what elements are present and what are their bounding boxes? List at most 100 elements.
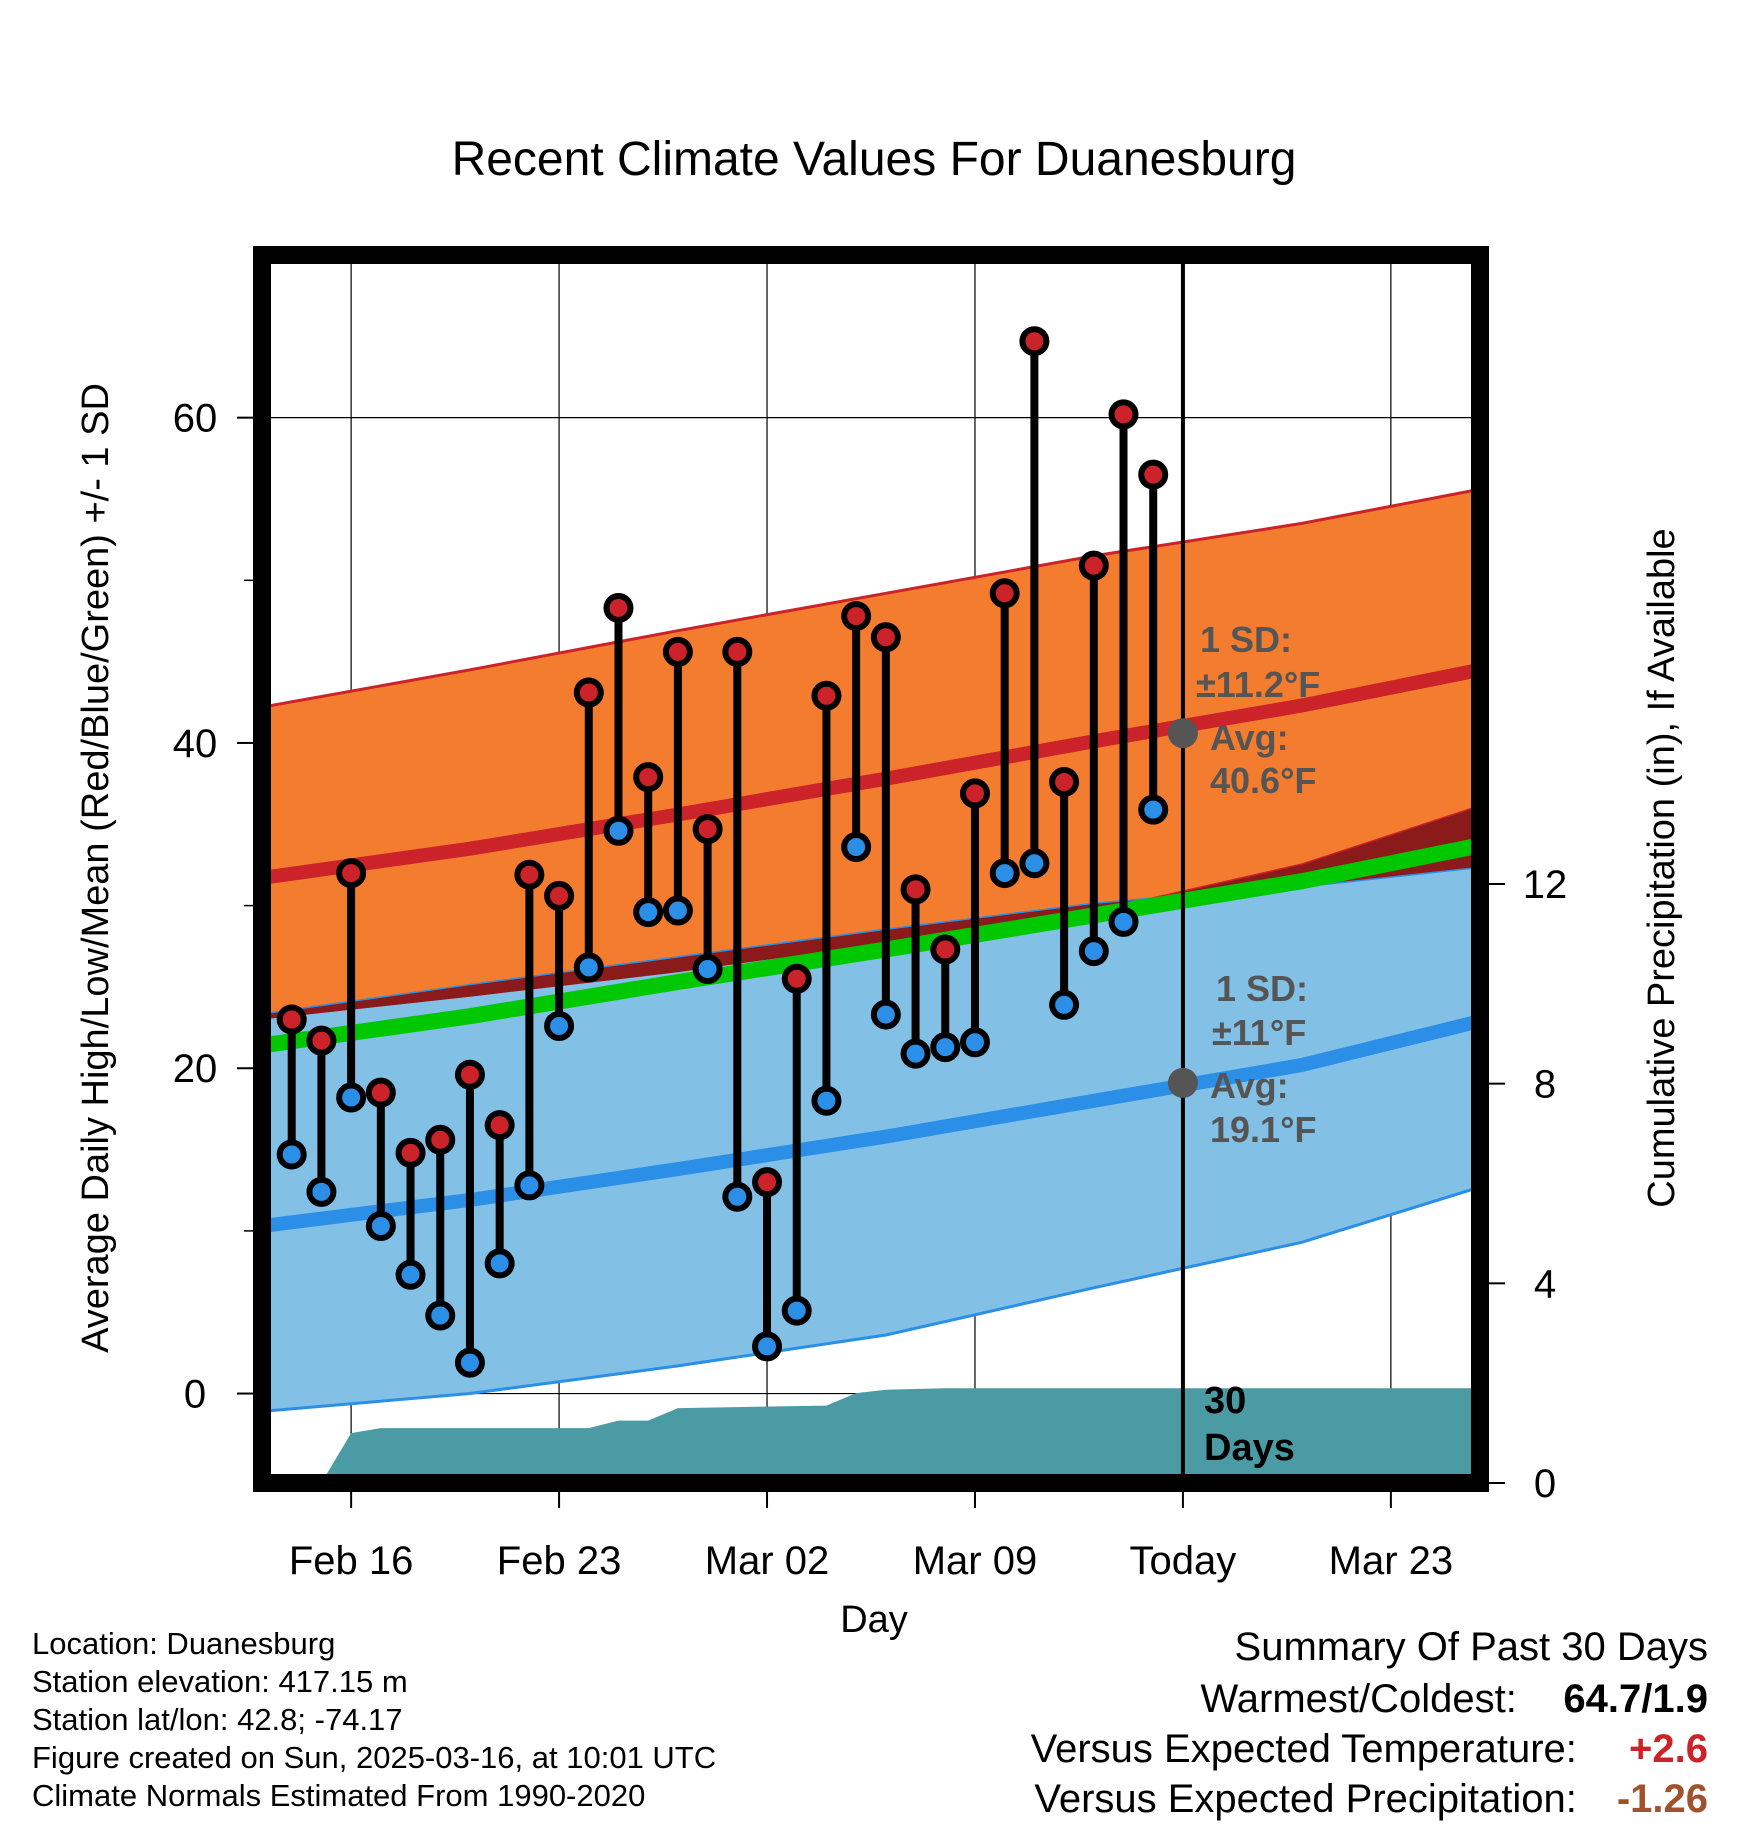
low-point — [1138, 794, 1169, 825]
high-point — [692, 814, 723, 845]
high-sd-label: 1 SD: — [1200, 619, 1292, 660]
y2-tick-label: 12 — [1523, 863, 1568, 907]
days-label: Days — [1204, 1427, 1295, 1469]
high-point — [484, 1110, 515, 1141]
precip-area — [291, 1388, 1480, 1483]
high-point — [811, 680, 842, 711]
warm-cold-label: Warmest/Coldest: — [1200, 1677, 1517, 1721]
low-point — [454, 1347, 485, 1378]
temp-label: Versus Expected Temperature: — [1030, 1727, 1577, 1771]
x-tick-label: Feb 23 — [497, 1539, 622, 1583]
high-point — [395, 1137, 426, 1168]
high-point — [1138, 459, 1169, 490]
high-point — [603, 592, 634, 623]
y-axis-label: Average Daily High/Low/Mean (Red/Blue/Gr… — [75, 383, 117, 1353]
warm-cold-value: 64.7/1.9 — [1563, 1677, 1708, 1721]
low-point — [989, 858, 1020, 889]
low-point — [306, 1176, 337, 1207]
high-point — [1049, 766, 1080, 797]
high-point — [1078, 550, 1109, 581]
low-avg-value: 19.1°F — [1210, 1109, 1316, 1150]
x-tick-label: Mar 02 — [705, 1539, 830, 1583]
low-point — [425, 1300, 456, 1331]
high-point — [514, 859, 545, 890]
high-point — [1108, 399, 1139, 430]
x-tick-label: Mar 09 — [913, 1539, 1038, 1583]
plot-frame — [253, 246, 1489, 1492]
x-tick-label: Today — [1130, 1539, 1237, 1583]
low-avg-label: Avg: — [1210, 1065, 1289, 1106]
low-point — [1049, 989, 1080, 1020]
low-point — [930, 1032, 961, 1063]
high-avg-label: Avg: — [1210, 717, 1289, 758]
low-point — [603, 815, 634, 846]
low-point — [722, 1181, 753, 1212]
y-tick-label: 60 — [173, 397, 218, 441]
precip-value: -1.26 — [1616, 1777, 1708, 1821]
summary-panel: Summary Of Past 30 Days Warmest/Coldest:… — [900, 1625, 1708, 1825]
low-point — [841, 832, 872, 863]
precip-label: Versus Expected Precipitation: — [1034, 1777, 1577, 1821]
y-tick-label: 0 — [184, 1373, 206, 1417]
low-point — [1078, 936, 1109, 967]
daily-data-group — [276, 326, 1169, 1378]
axes-group: 0 20 40 60 0 4 8 12 Feb 16 Feb 23 Mar 02 Mar 09 Toda… — [173, 397, 1568, 1583]
station-info: Location: Duanesburg Station elevation: … — [32, 1625, 716, 1815]
low-point — [573, 952, 604, 983]
x-tick-label: Mar 23 — [1329, 1539, 1454, 1583]
high-point — [544, 880, 575, 911]
low-point — [781, 1295, 812, 1326]
low-point — [959, 1027, 990, 1058]
high-point — [306, 1025, 337, 1056]
x-tick-label: Feb 16 — [289, 1539, 414, 1583]
low-point — [633, 897, 664, 928]
low-point — [1019, 848, 1050, 879]
high-point — [870, 622, 901, 653]
today-high-avg-marker — [1167, 718, 1198, 749]
high-point — [930, 934, 961, 965]
low-point — [365, 1211, 396, 1242]
high-point — [573, 677, 604, 708]
normal-bands — [262, 487, 1480, 1413]
low-point — [692, 954, 723, 985]
high-point — [365, 1077, 396, 1108]
low-point — [544, 1010, 575, 1041]
high-point — [633, 762, 664, 793]
low-point — [276, 1139, 307, 1170]
low-point — [484, 1248, 515, 1279]
low-point — [514, 1170, 545, 1201]
low-point — [900, 1038, 931, 1069]
high-point — [989, 578, 1020, 609]
y-tick-label: 40 — [173, 722, 218, 766]
low-point — [336, 1082, 367, 1113]
chart-title: Recent Climate Values For Duanesburg — [452, 133, 1297, 186]
y2-tick-label: 0 — [1534, 1462, 1556, 1506]
today-marker-group — [1167, 255, 1198, 1483]
low-point — [662, 895, 693, 926]
low-point — [395, 1259, 426, 1290]
precip-row: Versus Expected Precipitation: -1.26 — [1034, 1777, 1708, 1822]
y-tick-label: 20 — [173, 1047, 218, 1091]
elevation-text: Station elevation: 417.15 m — [32, 1664, 408, 1699]
temp-value: +2.6 — [1629, 1727, 1708, 1771]
high-point — [276, 1004, 307, 1035]
high-sd-value: ±11.2°F — [1196, 664, 1320, 705]
y2-tick-label: 4 — [1534, 1262, 1556, 1306]
low-sd-label: 1 SD: — [1216, 968, 1308, 1009]
y2-tick-label: 8 — [1534, 1063, 1556, 1107]
summary-heading: Summary Of Past 30 Days — [1234, 1625, 1708, 1669]
band-overlap — [262, 806, 1480, 1020]
high-point — [722, 636, 753, 667]
x-axis-label: Day — [840, 1599, 908, 1641]
low-point — [870, 999, 901, 1030]
y2-axis-label: Cumulative Precipitation (in), If Availa… — [1641, 528, 1683, 1207]
low-point — [752, 1331, 783, 1362]
high-point — [752, 1167, 783, 1198]
low-point — [1108, 906, 1139, 937]
high-point — [900, 874, 931, 905]
created-text: Figure created on Sun, 2025-03-16, at 10… — [32, 1740, 717, 1775]
high-point — [1019, 326, 1050, 357]
temp-row: Versus Expected Temperature: +2.6 — [1031, 1727, 1708, 1772]
precip-area-group — [291, 1388, 1480, 1483]
